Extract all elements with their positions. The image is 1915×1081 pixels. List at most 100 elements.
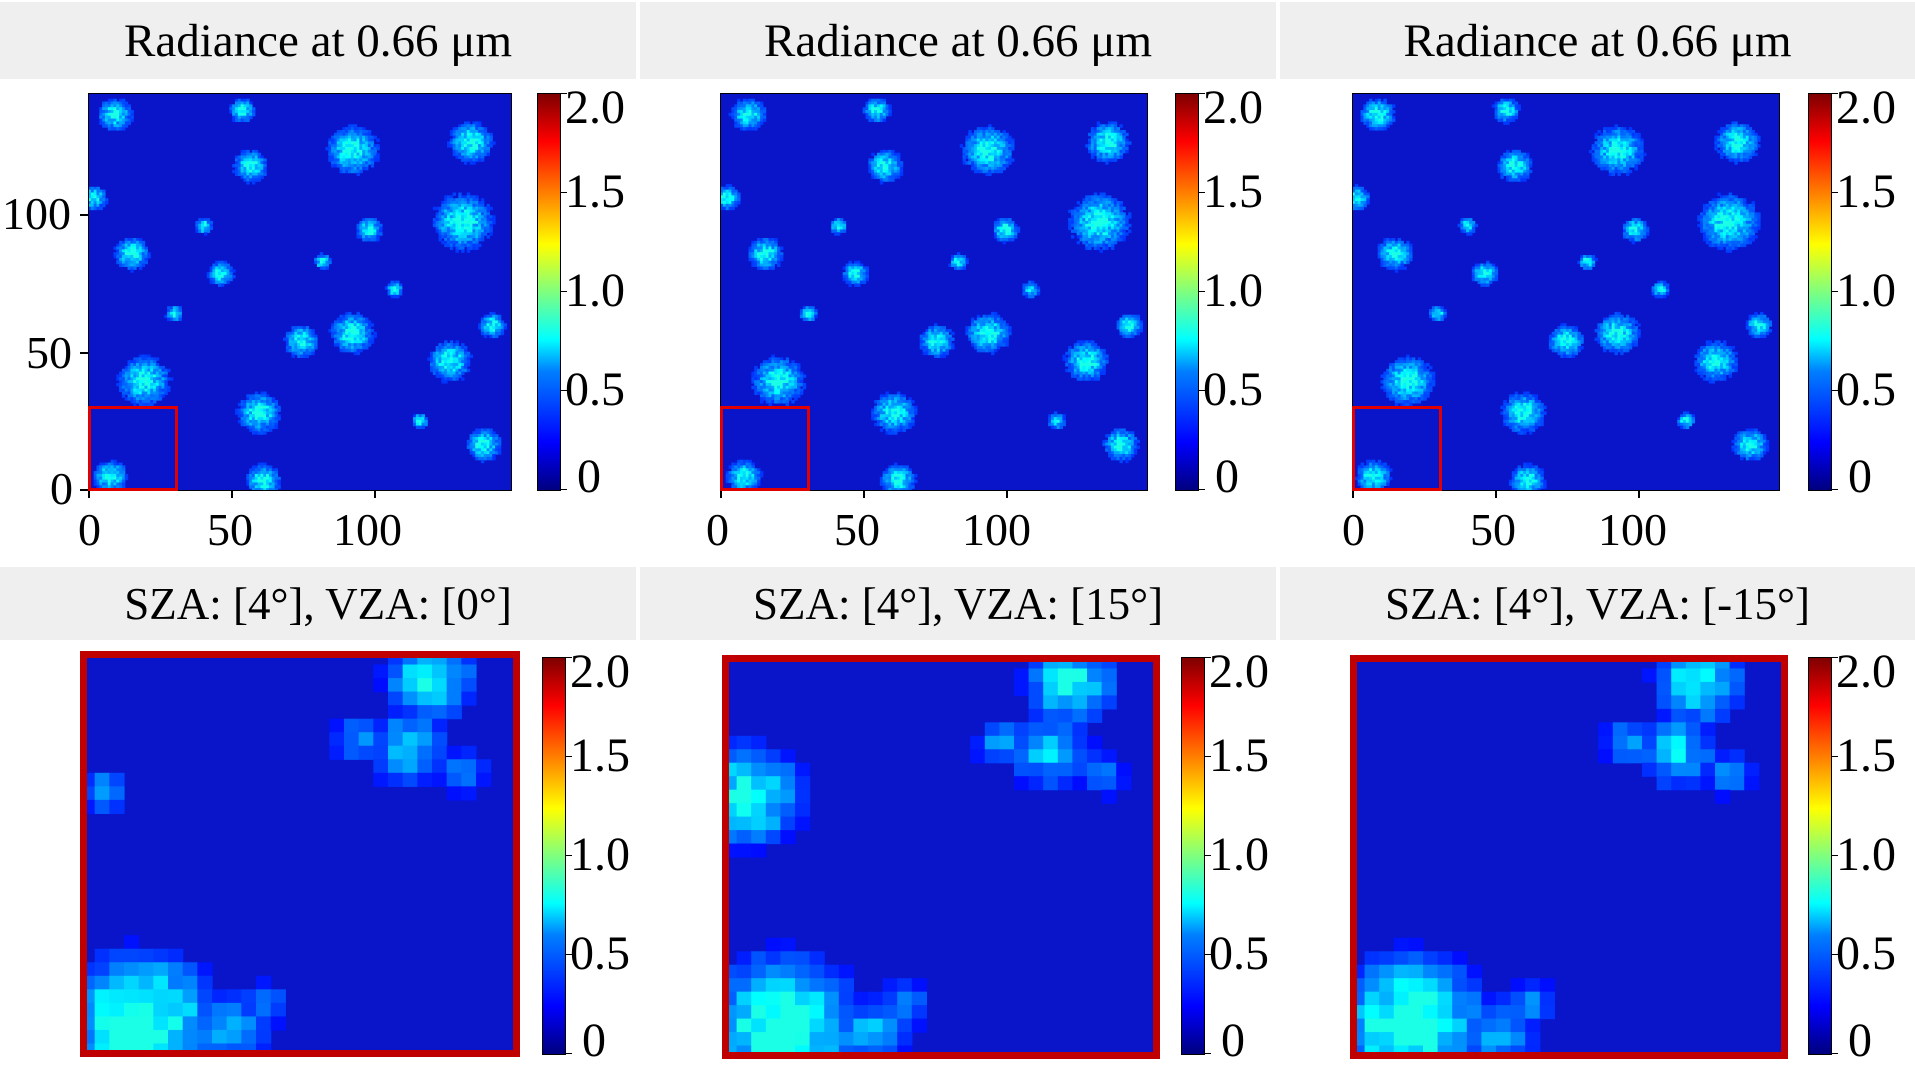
heatmap-cell bbox=[472, 240, 476, 245]
heatmap-cell bbox=[121, 255, 126, 259]
heatmap-cell bbox=[300, 326, 304, 330]
heatmap-cell bbox=[458, 374, 462, 378]
heatmap-cell bbox=[1076, 351, 1081, 356]
heatmap-cell bbox=[107, 471, 112, 475]
heatmap-cell bbox=[110, 107, 115, 111]
heatmap-cell bbox=[138, 257, 143, 262]
heatmap-cell bbox=[788, 397, 792, 401]
heatmap-cell bbox=[1011, 229, 1015, 233]
heatmap-cell bbox=[922, 334, 927, 339]
heatmap-cell bbox=[1096, 243, 1101, 248]
heatmap-cell bbox=[1002, 144, 1006, 148]
heatmap-cell bbox=[161, 371, 165, 376]
heatmap-cell bbox=[90, 201, 95, 205]
heatmap-cell bbox=[483, 456, 488, 461]
heatmap-cell bbox=[441, 380, 445, 384]
heatmap-cell bbox=[1099, 218, 1103, 222]
heatmap-cell bbox=[1079, 365, 1083, 370]
heatmap-cell bbox=[294, 326, 298, 330]
heatmap-cell bbox=[353, 129, 358, 134]
heatmap-cell bbox=[1005, 223, 1009, 228]
heatmap-cell bbox=[985, 172, 989, 177]
heatmap-cell bbox=[836, 220, 841, 225]
heatmap-cell bbox=[110, 115, 115, 120]
heatmap-cell bbox=[731, 115, 735, 120]
heatmap-cell bbox=[1110, 127, 1115, 131]
heatmap-cell bbox=[469, 203, 474, 208]
heatmap-cell bbox=[1093, 368, 1098, 373]
heatmap-cell bbox=[1093, 215, 1098, 219]
heatmap-cell bbox=[124, 246, 129, 250]
heatmap-cell bbox=[1090, 147, 1095, 151]
heatmap-cell bbox=[979, 343, 984, 347]
heatmap-cell bbox=[333, 141, 338, 145]
heatmap-cell bbox=[150, 402, 154, 407]
heatmap-cell bbox=[257, 158, 262, 162]
heatmap-cell bbox=[492, 220, 496, 225]
heatmap-cell bbox=[754, 371, 758, 376]
heatmap-cell bbox=[982, 141, 986, 145]
heatmap-cell bbox=[99, 110, 103, 114]
heatmap-cell bbox=[350, 337, 355, 341]
heatmap-cell bbox=[911, 408, 915, 412]
heatmap-cell bbox=[993, 147, 998, 151]
heatmap-cell bbox=[435, 346, 440, 350]
heatmap-cell bbox=[979, 161, 984, 165]
heatmap-cell bbox=[438, 346, 442, 350]
heatmap-cell bbox=[480, 203, 485, 208]
heatmap-cell bbox=[495, 448, 499, 452]
heatmap-cell bbox=[722, 186, 727, 191]
heatmap-cell bbox=[116, 121, 120, 125]
heatmap-cell bbox=[1082, 354, 1086, 358]
heatmap-cell bbox=[274, 405, 278, 410]
heatmap-cell bbox=[1082, 212, 1086, 216]
heatmap-cell bbox=[147, 397, 151, 401]
heatmap-cell bbox=[1005, 138, 1009, 142]
heatmap-cell bbox=[965, 161, 969, 165]
heatmap-cell bbox=[458, 246, 462, 250]
heatmap-cell bbox=[475, 206, 479, 211]
heatmap-cell bbox=[104, 112, 109, 117]
heatmap-cell bbox=[768, 388, 772, 393]
heatmap-cell bbox=[971, 334, 975, 339]
heatmap-cell bbox=[739, 110, 744, 114]
heatmap-cell bbox=[882, 166, 887, 171]
heatmap-cell bbox=[463, 158, 468, 162]
heatmap-cell bbox=[1068, 209, 1072, 213]
heatmap-cell bbox=[757, 243, 761, 248]
heatmap-cell bbox=[475, 138, 479, 142]
heatmap-cell bbox=[1116, 226, 1121, 231]
heatmap-cell bbox=[1056, 422, 1061, 427]
heatmap-cell bbox=[441, 360, 445, 364]
heatmap-cell bbox=[1116, 155, 1121, 159]
heatmap-cell bbox=[461, 360, 465, 364]
heatmap-cell bbox=[266, 394, 270, 398]
heatmap-cell bbox=[762, 255, 767, 259]
heatmap-cell bbox=[1093, 229, 1098, 233]
heatmap-cell bbox=[226, 272, 230, 276]
heatmap-cell bbox=[1125, 218, 1129, 222]
heatmap-cell bbox=[996, 164, 1001, 168]
heatmap-cell bbox=[478, 454, 482, 458]
heatmap-cell bbox=[1082, 240, 1086, 245]
heatmap-cell bbox=[305, 346, 310, 350]
heatmap-cell bbox=[246, 107, 250, 111]
heatmap-cell bbox=[1116, 201, 1121, 205]
heatmap-cell bbox=[266, 482, 270, 486]
heatmap-cell bbox=[463, 223, 468, 228]
heatmap-cell bbox=[1105, 226, 1109, 231]
heatmap-cell bbox=[150, 377, 154, 381]
heatmap-cell bbox=[314, 257, 318, 262]
heatmap-cell bbox=[1122, 206, 1126, 211]
heatmap-cell bbox=[1096, 121, 1101, 125]
heatmap-cell bbox=[942, 351, 947, 356]
heatmap-cell bbox=[266, 471, 270, 475]
heatmap-cell bbox=[345, 343, 349, 347]
heatmap-cell bbox=[1088, 201, 1092, 205]
heatmap-cell bbox=[945, 337, 949, 341]
heatmap-cell bbox=[472, 203, 476, 208]
heatmap-cell bbox=[876, 408, 881, 412]
heatmap-cell bbox=[1105, 132, 1109, 137]
heatmap-cell bbox=[480, 127, 485, 131]
heatmap-cell bbox=[466, 226, 471, 231]
